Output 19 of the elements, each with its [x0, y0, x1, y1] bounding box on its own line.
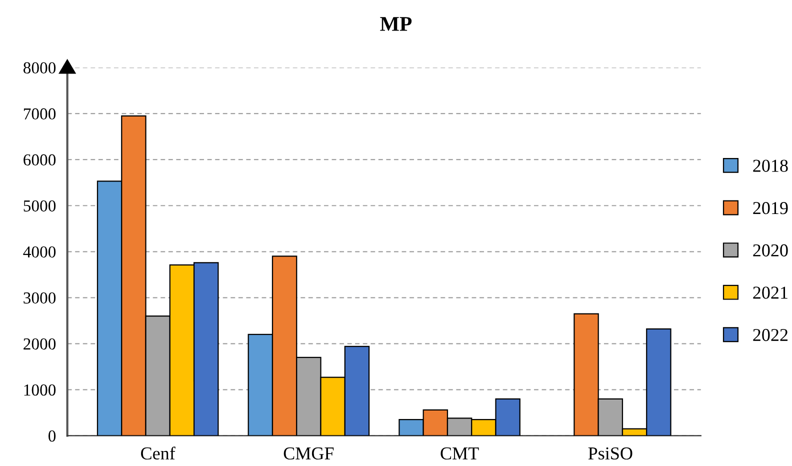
legend-label: 2020: [753, 244, 788, 256]
y-tick-label: 0: [48, 430, 56, 442]
legend-label: 2022: [753, 328, 788, 342]
legend-label: 2021: [753, 286, 788, 299]
y-tick-label: 1000: [24, 384, 56, 396]
y-tick-label: 3000: [24, 292, 56, 304]
chart-title: MP: [380, 17, 412, 31]
x-tick-label: CMT: [440, 447, 479, 460]
y-tick-label: 2000: [24, 338, 56, 350]
y-tick-label: 4000: [23, 246, 56, 258]
legend-label: 2019: [753, 202, 788, 214]
x-tick-label: Cenf: [141, 446, 176, 460]
x-tick-label: CMGF: [284, 447, 334, 460]
legend-label: 2018: [753, 160, 788, 172]
x-tick-label: PsiSO: [588, 447, 632, 460]
y-tick-label: 6000: [24, 154, 56, 166]
y-tick-label: 5000: [24, 200, 56, 212]
y-tick-label: 7000: [24, 108, 56, 120]
y-tick-label: 8000: [24, 62, 56, 74]
